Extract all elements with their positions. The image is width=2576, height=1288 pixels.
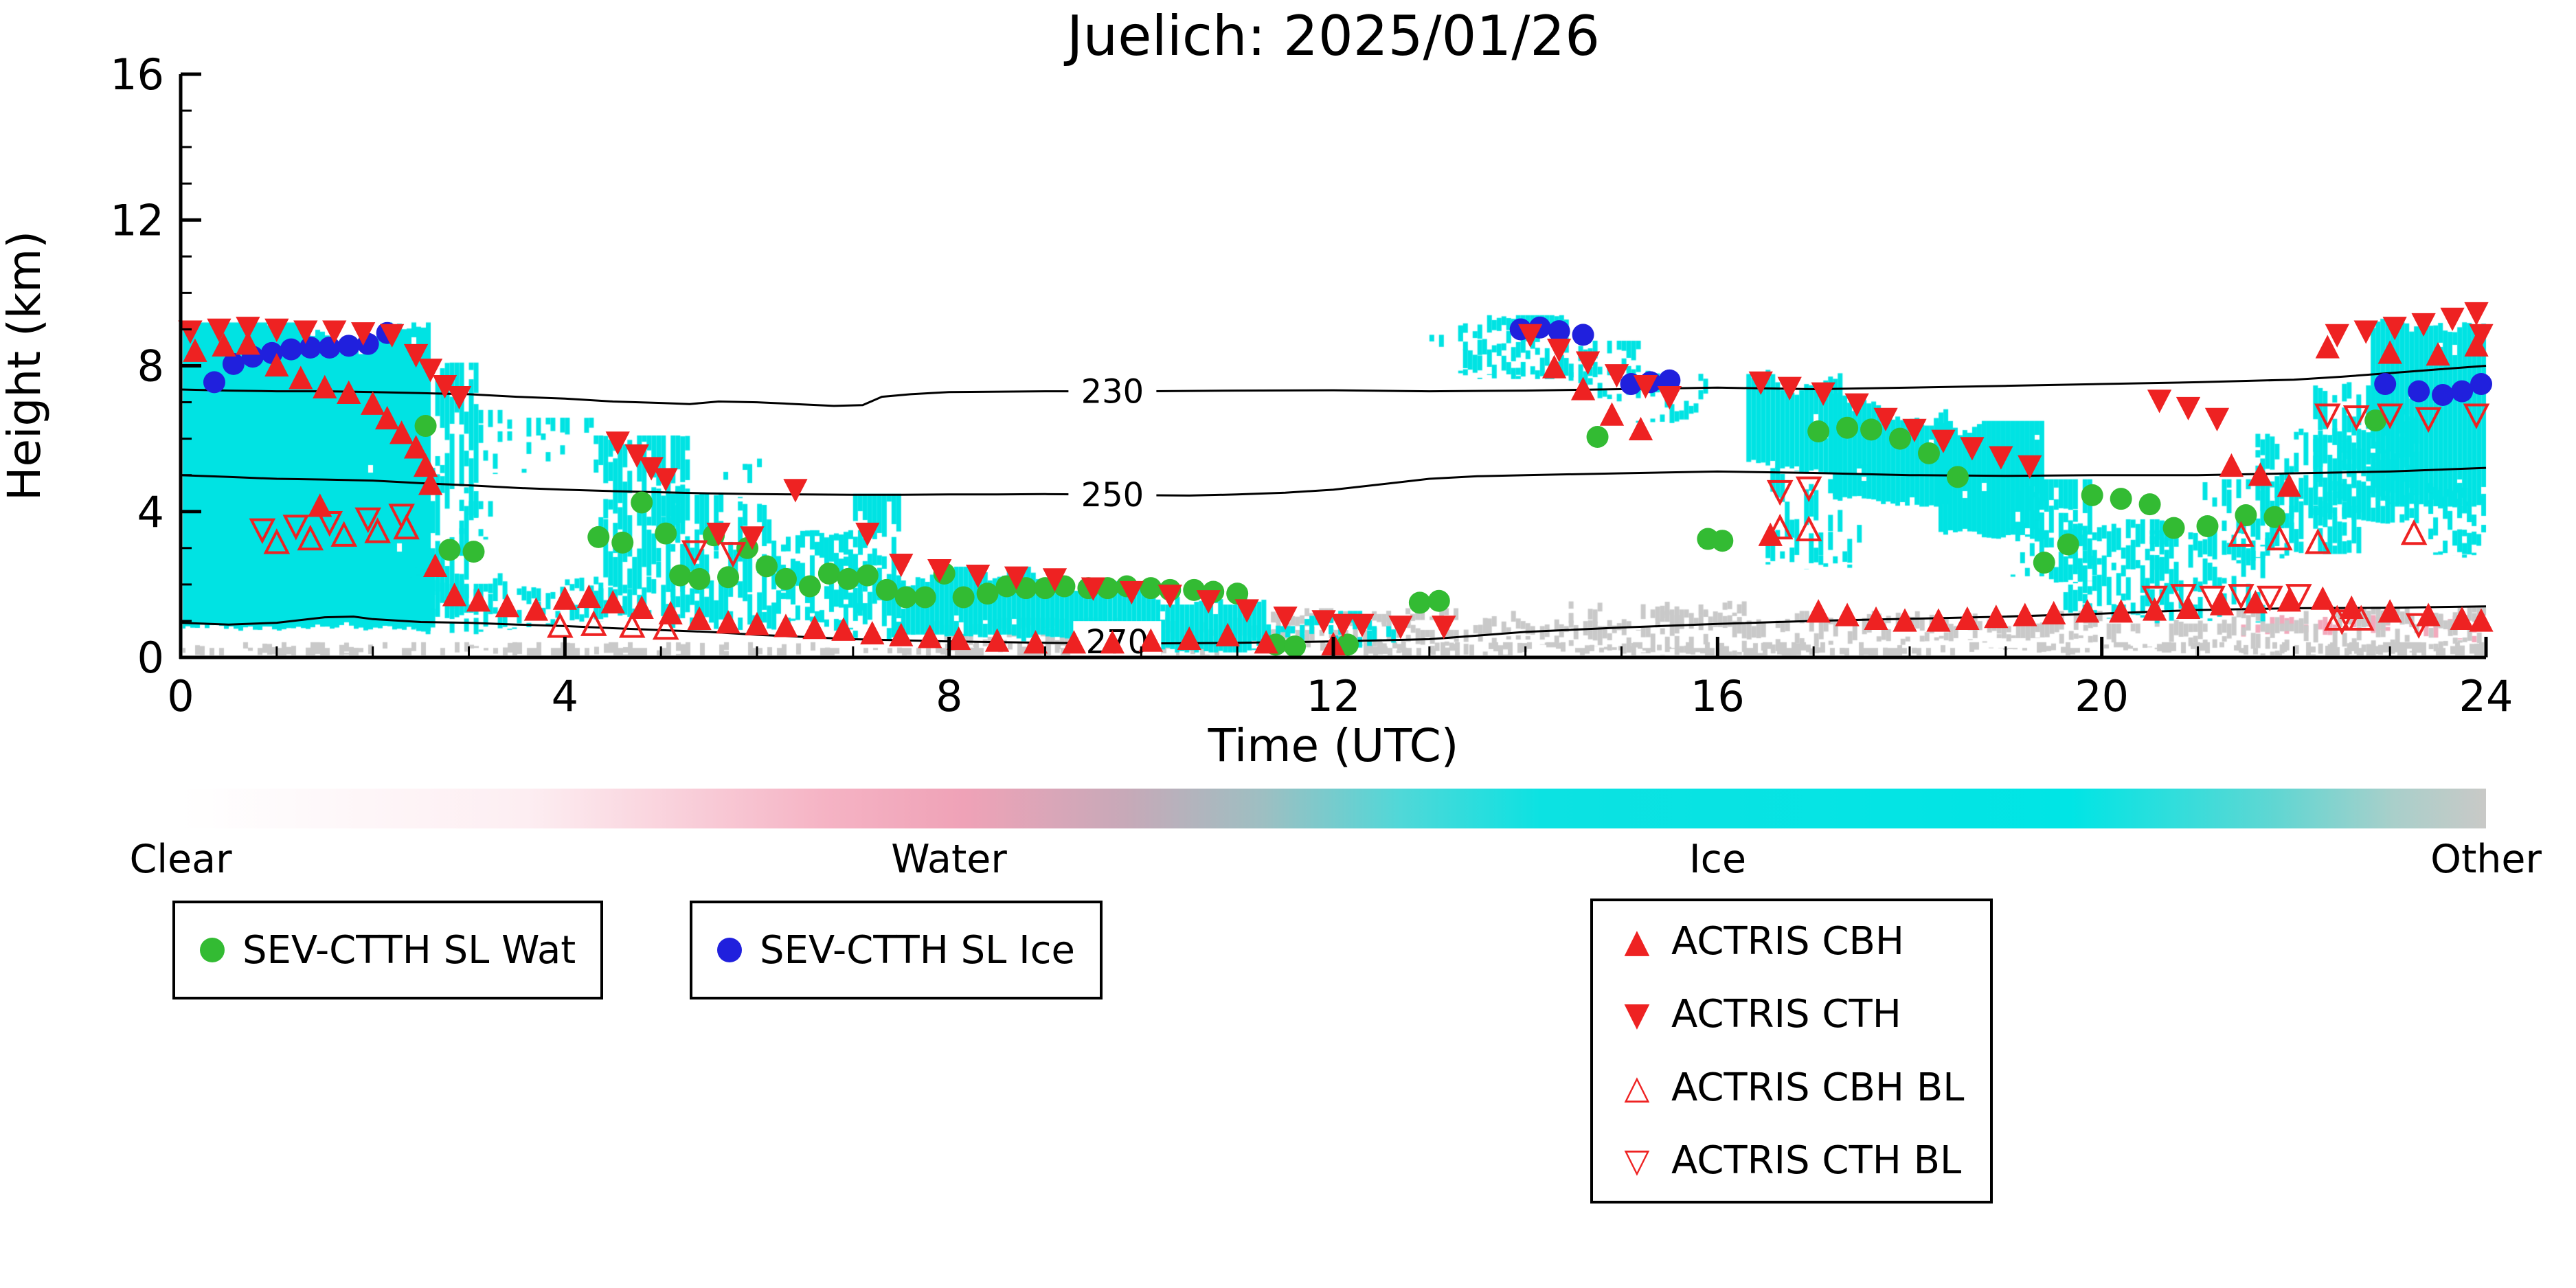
legend-label-cth-bl: ACTRIS CTH BL bbox=[1671, 1138, 1962, 1184]
triangle-up-icon: ▲ bbox=[1624, 922, 1650, 961]
legend-label-cth: ACTRIS CTH bbox=[1671, 992, 1901, 1037]
svg-text:4: 4 bbox=[552, 671, 578, 721]
svg-text:16: 16 bbox=[110, 49, 164, 100]
triangle-down-icon: ▼ bbox=[1624, 995, 1650, 1034]
series-actris-cth bbox=[178, 302, 2494, 640]
colorbar-label-clear: Clear bbox=[129, 837, 232, 882]
series-sev-ctth-sl-ice bbox=[203, 316, 2493, 406]
svg-text:0: 0 bbox=[137, 633, 164, 683]
legend-label-sev-wat: SEV-CTTH SL Wat bbox=[242, 927, 576, 973]
legend-row-cbh-bl: △ ACTRIS CBH BL bbox=[1619, 1065, 1965, 1110]
svg-text:0: 0 bbox=[167, 671, 194, 721]
axes: 0 4 8 12 16 20 24 0 4 8 12 16 Time (UTC) Height (km) bbox=[0, 49, 2513, 772]
colorbar-label-water: Water bbox=[891, 837, 1007, 882]
y-axis-label: Height (km) bbox=[0, 231, 51, 501]
series-actris-cbh-bl bbox=[263, 513, 2428, 640]
legend-label-sev-ice: SEV-CTTH SL Ice bbox=[760, 927, 1075, 973]
svg-text:12: 12 bbox=[110, 195, 164, 245]
plot-area: 230250270048121620240481216Time (UTC)Hei… bbox=[0, 49, 2513, 772]
blue-circle-icon bbox=[717, 938, 742, 962]
legend-row-cth: ▼ ACTRIS CTH bbox=[1619, 992, 1901, 1037]
contour-labels: 230250270 bbox=[1068, 370, 1162, 663]
legend-sev-wat: SEV-CTTH SL Wat bbox=[172, 901, 604, 999]
legend-actris: ▲ ACTRIS CBH ▼ ACTRIS CTH △ ACTRIS CBH B… bbox=[1590, 899, 1993, 1204]
svg-text:250: 250 bbox=[1081, 476, 1144, 515]
series-actris-cbh bbox=[183, 331, 2494, 656]
series-actris-cth-bl bbox=[249, 403, 2490, 639]
svg-text:8: 8 bbox=[936, 671, 962, 721]
svg-text:8: 8 bbox=[137, 341, 164, 392]
x-axis-label: Time (UTC) bbox=[1208, 719, 1459, 772]
triangle-down-open-icon: ▽ bbox=[1624, 1141, 1650, 1180]
legend-label-cbh-bl: ACTRIS CBH BL bbox=[1671, 1065, 1965, 1110]
legend-row-cth-bl: ▽ ACTRIS CTH BL bbox=[1619, 1138, 1962, 1184]
colorbar-label-ice: Ice bbox=[1688, 837, 1747, 882]
svg-text:4: 4 bbox=[137, 487, 164, 537]
colorbar bbox=[181, 789, 2486, 828]
colorbar-label-other: Other bbox=[2430, 837, 2542, 882]
svg-text:12: 12 bbox=[1307, 671, 1361, 721]
legend-sev-ice: SEV-CTTH SL Ice bbox=[690, 901, 1103, 999]
svg-text:230: 230 bbox=[1081, 373, 1144, 411]
legend-row-cbh: ▲ ACTRIS CBH bbox=[1619, 918, 1905, 964]
svg-text:24: 24 bbox=[2459, 671, 2513, 721]
green-circle-icon bbox=[200, 938, 225, 962]
svg-text:16: 16 bbox=[1691, 671, 1745, 721]
triangle-up-open-icon: △ bbox=[1624, 1068, 1650, 1107]
legend-label-cbh: ACTRIS CBH bbox=[1671, 918, 1905, 964]
svg-text:20: 20 bbox=[2075, 671, 2129, 721]
